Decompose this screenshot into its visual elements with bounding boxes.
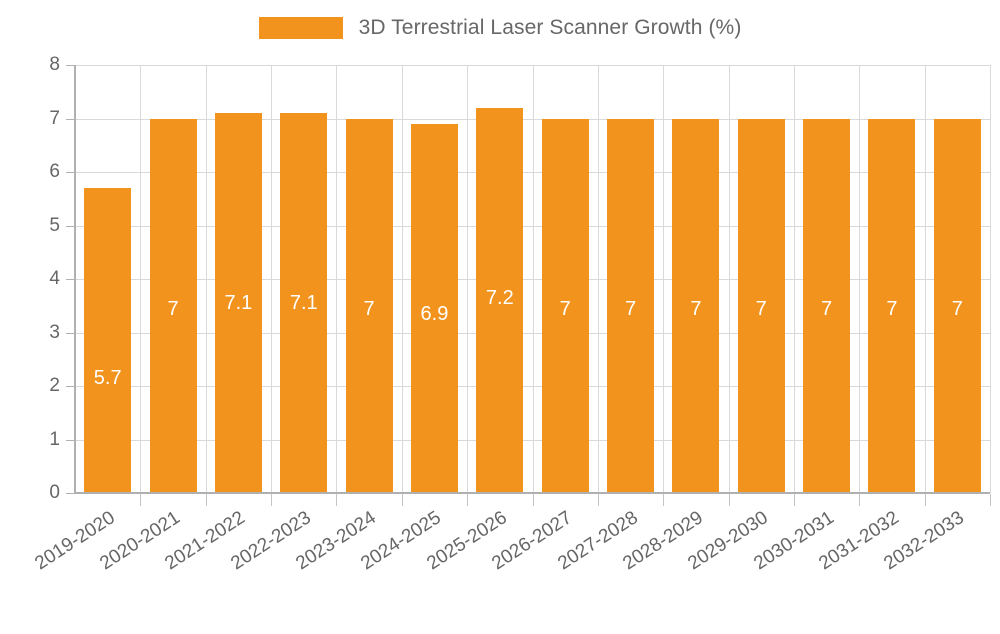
bar[interactable] [84, 188, 132, 493]
x-gridline [140, 65, 141, 493]
x-tick-mark [859, 494, 860, 506]
x-gridline [663, 65, 664, 493]
bar-value-label: 7 [886, 297, 898, 320]
bar-value-label: 6.9 [420, 302, 449, 325]
bar-value-label: 7 [363, 297, 375, 320]
y-tick-label: 5 [49, 214, 60, 236]
y-gridline [75, 225, 990, 227]
x-tick-mark [794, 494, 795, 506]
x-tick-mark [402, 494, 403, 506]
y-tick-mark [66, 439, 75, 441]
legend-color-swatch [258, 17, 343, 39]
y-tick-mark [66, 118, 75, 120]
x-tick-mark [598, 494, 599, 506]
x-tick-mark [925, 494, 926, 506]
x-tick-mark [336, 494, 337, 506]
bar-value-label: 7 [624, 297, 637, 320]
bar-value-label: 7 [167, 297, 179, 320]
y-tick-label: 2 [49, 375, 60, 396]
x-gridline [206, 65, 207, 493]
x-gridline [467, 65, 468, 493]
bar[interactable] [868, 118, 916, 493]
y-tick-label: 0 [49, 482, 60, 503]
x-gridline [271, 65, 272, 493]
x-gridline [925, 65, 926, 493]
y-tick-mark [66, 225, 75, 227]
y-tick-label: 6 [49, 161, 60, 182]
bar[interactable] [149, 118, 197, 493]
bar[interactable] [933, 118, 981, 493]
bar-chart: 3D Terrestrial Laser Scanner Growth (%) … [0, 0, 1000, 575]
bar[interactable] [214, 113, 262, 493]
bar[interactable] [607, 118, 655, 493]
y-tick-mark [66, 332, 75, 334]
y-tick-mark [66, 386, 75, 387]
y-gridline [75, 332, 990, 334]
y-gridline [75, 439, 990, 441]
y-tick-label: 3 [49, 321, 60, 343]
bar-value-label: 7.2 [485, 286, 514, 309]
x-tick-mark [663, 494, 664, 506]
bar-value-label: 7 [559, 297, 571, 320]
bar-value-label: 5.7 [93, 367, 122, 390]
x-gridline [336, 65, 337, 493]
bar-value-label: 7.1 [224, 292, 253, 315]
bar-value-label: 7 [821, 297, 833, 320]
y-tick-label: 4 [49, 268, 60, 289]
bar[interactable] [541, 118, 589, 493]
y-tick-label: 8 [49, 54, 60, 75]
y-gridline [75, 172, 990, 173]
chart-legend: 3D Terrestrial Laser Scanner Growth (%) [0, 0, 1000, 56]
x-gridline [859, 65, 860, 493]
bar-value-label: 7 [690, 297, 702, 320]
bar[interactable] [672, 118, 720, 493]
x-tick-mark [271, 494, 272, 506]
y-tick-label: 1 [49, 428, 60, 450]
y-tick-mark [66, 279, 75, 280]
bar[interactable] [803, 118, 851, 493]
x-gridline [794, 65, 795, 493]
x-tick-mark [990, 494, 991, 506]
y-gridline [75, 386, 990, 387]
y-tick-mark [66, 172, 75, 173]
x-gridline [533, 65, 534, 493]
y-tick-mark [66, 493, 75, 494]
bar[interactable] [345, 118, 393, 493]
x-gridline [402, 65, 403, 493]
y-axis-line [74, 65, 76, 494]
bar-value-label: 7 [951, 297, 963, 320]
y-gridline [75, 279, 990, 280]
x-gridline [990, 65, 991, 493]
x-gridline [729, 65, 730, 493]
bar-value-label: 7.1 [289, 292, 318, 315]
bar-value-label: 7 [755, 297, 767, 320]
x-axis-line [75, 492, 990, 494]
plot-area [75, 65, 991, 494]
bar[interactable] [410, 123, 458, 493]
bar[interactable] [280, 113, 328, 493]
y-tick-label: 7 [49, 107, 60, 129]
x-tick-mark [467, 494, 468, 506]
x-tick-mark [533, 494, 534, 506]
legend-series-label: 3D Terrestrial Laser Scanner Growth (%) [358, 16, 742, 39]
x-gridline [598, 65, 599, 493]
y-gridline [75, 65, 990, 66]
y-tick-mark [66, 65, 75, 66]
x-tick-mark [729, 494, 730, 506]
bar[interactable] [476, 107, 524, 493]
y-gridline [75, 118, 990, 120]
x-tick-mark [140, 494, 141, 506]
bar[interactable] [737, 118, 785, 493]
x-tick-mark [206, 494, 207, 506]
